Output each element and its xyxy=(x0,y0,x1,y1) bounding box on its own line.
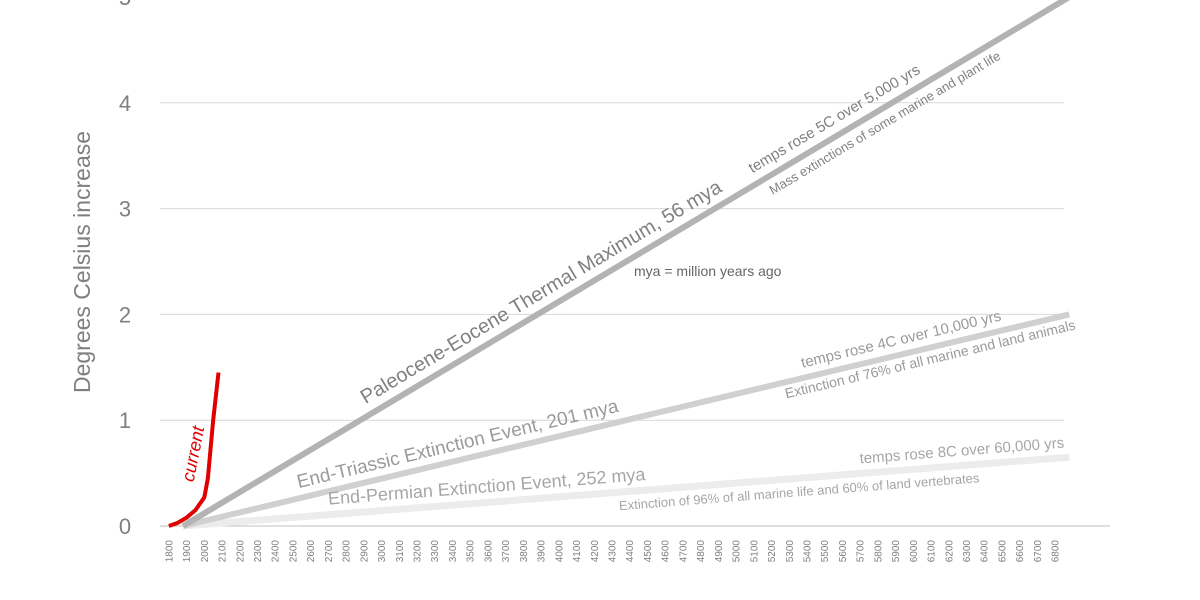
x-tick-label: 3200 xyxy=(413,540,424,563)
x-tick-label: 4900 xyxy=(714,540,725,563)
series-label-current: current xyxy=(178,423,209,483)
x-tick-label: 5800 xyxy=(873,540,884,563)
x-tick-label: 2100 xyxy=(218,540,229,563)
x-tick-label: 4100 xyxy=(572,540,583,563)
y-tick-label: 4 xyxy=(119,91,131,116)
x-tick-label: 6500 xyxy=(997,540,1008,563)
series-lines xyxy=(168,0,1071,530)
x-tick-label: 5500 xyxy=(820,540,831,563)
y-tick-label: 0 xyxy=(119,514,131,539)
x-tick-label: 3700 xyxy=(501,540,512,563)
x-tick-label: 6300 xyxy=(962,540,973,563)
x-tick-label: 4800 xyxy=(696,540,707,563)
x-tick-label: 4300 xyxy=(608,540,619,563)
series-line-3 xyxy=(182,453,1070,530)
x-tick-label: 6700 xyxy=(1033,540,1044,563)
x-tick-label: 6200 xyxy=(944,540,955,563)
x-tick-label: 2600 xyxy=(306,540,317,563)
x-tick-label: 2400 xyxy=(271,540,282,563)
x-tick-label: 2900 xyxy=(359,540,370,563)
x-tick-label: 1900 xyxy=(182,540,193,563)
y-tick-label: 2 xyxy=(119,302,131,327)
annotation-mya-note: mya = million years ago xyxy=(634,263,782,279)
x-tick-label: 3400 xyxy=(448,540,459,563)
x-tick-label: 3900 xyxy=(537,540,548,563)
annotation-petm-extinction: Mass extinctions of some marine and plan… xyxy=(766,48,1003,198)
y-tick-labels: 0 1 2 3 4 5 xyxy=(119,0,131,539)
x-tick-label: 2200 xyxy=(235,540,246,563)
x-tick-label: 5100 xyxy=(749,540,760,563)
x-tick-label: 3100 xyxy=(395,540,406,563)
series-line-2 xyxy=(182,311,1071,529)
x-tick-label: 5200 xyxy=(767,540,778,563)
x-tick-label: 4000 xyxy=(554,540,565,563)
x-tick-label: 4500 xyxy=(643,540,654,563)
x-tick-label: 2000 xyxy=(200,540,211,563)
x-tick-label: 3300 xyxy=(430,540,441,563)
x-tick-label: 6000 xyxy=(909,540,920,563)
annotations: temps rose 5C over 5,000 yrs Mass extinc… xyxy=(618,48,1076,513)
x-tick-label: 2300 xyxy=(253,540,264,563)
x-tick-label: 5900 xyxy=(891,540,902,563)
x-tick-labels: 1800 1900 2000 2100 2200 2300 2400 2500 2600 2700… xyxy=(164,540,1061,563)
x-tick-label: 4600 xyxy=(661,540,672,563)
x-tick-label: 5700 xyxy=(856,540,867,563)
x-tick-label: 6600 xyxy=(1015,540,1026,563)
x-tick-label: 5600 xyxy=(838,540,849,563)
x-tick-label: 3600 xyxy=(483,540,494,563)
x-tick-label: 5400 xyxy=(802,540,813,563)
y-tick-label: 1 xyxy=(119,408,131,433)
series-line-1 xyxy=(181,0,1071,529)
x-tick-label: 2700 xyxy=(324,540,335,563)
x-tick-label: 4700 xyxy=(678,540,689,563)
gridlines xyxy=(160,102,1110,527)
series-line-0 xyxy=(168,372,221,528)
x-tick-label: 3500 xyxy=(466,540,477,563)
x-tick-label: 4200 xyxy=(590,540,601,563)
x-tick-label: 6100 xyxy=(927,540,938,563)
x-tick-label: 6400 xyxy=(980,540,991,563)
y-tick-label: 3 xyxy=(119,197,131,222)
x-tick-label: 4400 xyxy=(625,540,636,563)
y-axis-label: Degrees Celsius increase xyxy=(69,131,95,393)
x-tick-label: 3000 xyxy=(377,540,388,563)
x-tick-label: 5300 xyxy=(785,540,796,563)
y-tick-label: 5 xyxy=(119,0,131,10)
x-tick-label: 2500 xyxy=(288,540,299,563)
series-label-petm: Paleocene-Eocene Thermal Maximum, 56 mya xyxy=(357,176,727,409)
x-tick-label: 2800 xyxy=(342,540,353,563)
x-tick-label: 1800 xyxy=(164,540,175,563)
x-tick-label: 3800 xyxy=(519,540,530,563)
x-tick-label: 5000 xyxy=(732,540,743,563)
x-tick-label: 6800 xyxy=(1051,540,1062,563)
